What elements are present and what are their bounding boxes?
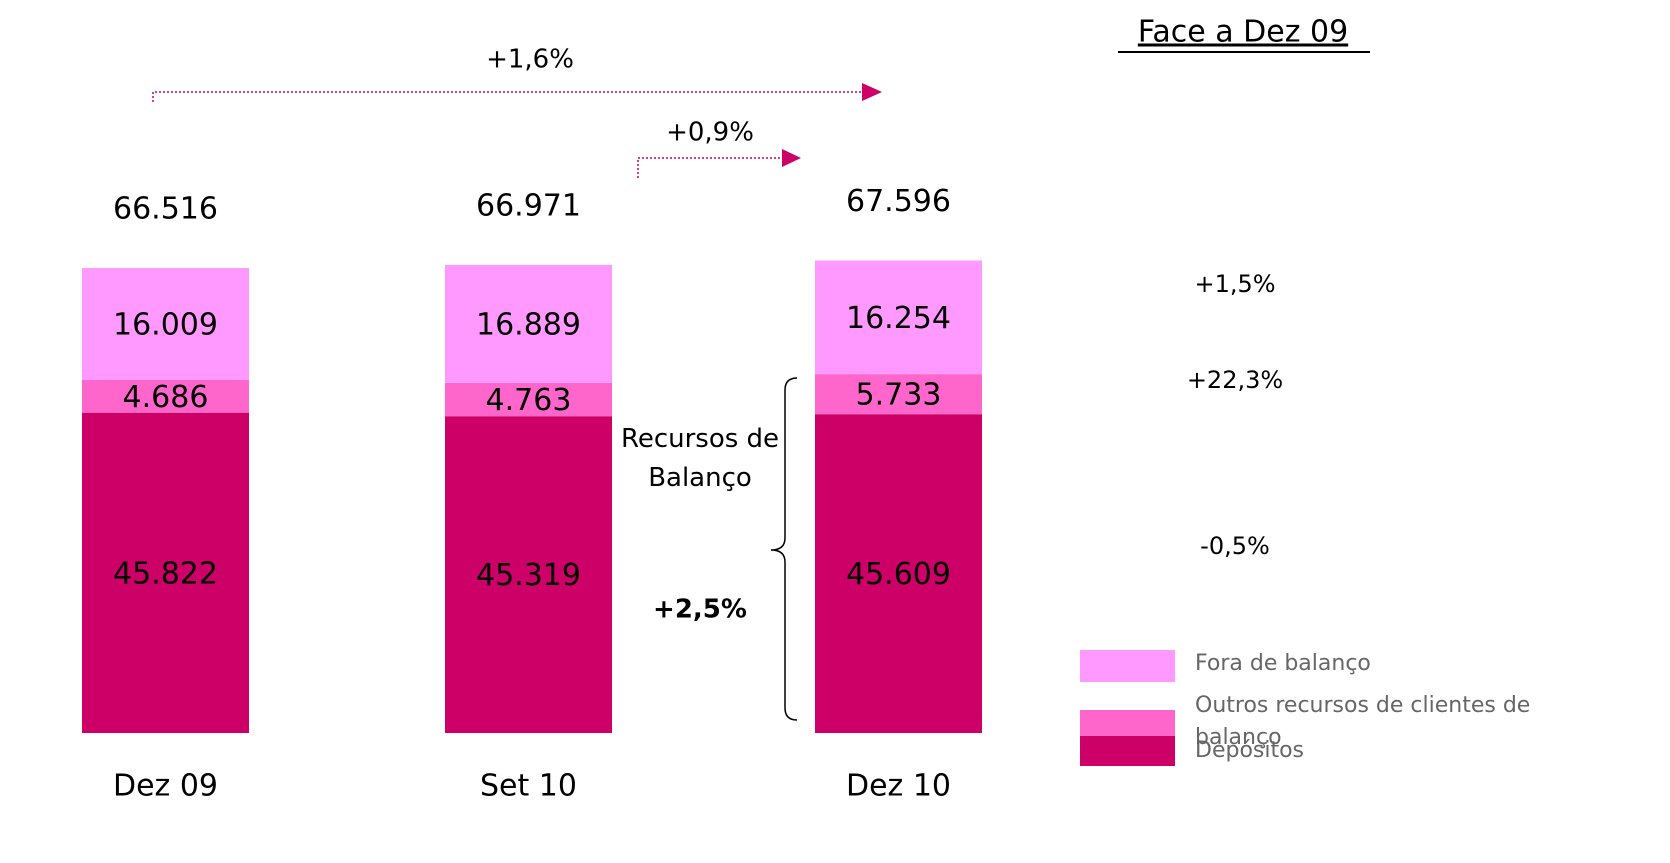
value-label: 16.889 [476,307,581,342]
value-label: 16.254 [846,301,951,336]
bar-segment [82,379,249,413]
value-label: 16.009 [113,307,218,342]
bar-segment [445,382,612,417]
bar-segment [815,374,982,415]
value-label: 45.609 [846,557,951,592]
arrow-head [862,83,882,101]
legend-label-box: Outros recursos de clientes de balanço [1195,693,1531,750]
arrow-head [782,149,801,167]
total-label: 67.596 [846,184,951,219]
brace-label-box: Recursos de Balanço [620,424,780,493]
legend-label-box: Depósitos [1195,738,1305,763]
bar-segment [445,416,612,733]
value-label: 45.822 [113,556,218,591]
bar-segment [82,412,249,733]
value-label: 4.686 [123,380,209,415]
bar-segment [82,268,249,380]
growth-label: +0,9% [666,118,754,148]
total-label: 66.516 [113,192,218,227]
value-label: 4.763 [486,383,572,418]
legend-label: Depósitos [1195,738,1305,763]
value-label: 45.319 [476,558,581,593]
growth-arrow [152,91,862,102]
legend-label: Fora de balanço [1195,651,1371,676]
bar-segment [815,260,982,375]
legend-swatch [1080,736,1175,766]
x-tick-label: Dez 10 [846,769,951,804]
change-label: +1,5% [1194,270,1275,298]
value-label: 5.733 [856,378,942,413]
brace-label: Recursos de Balanço [620,424,780,493]
x-tick-label: Set 10 [480,769,577,804]
change-label: +22,3% [1187,366,1283,394]
brace-value: +2,5% [653,595,747,625]
total-label: 66.971 [476,188,581,223]
chart-title: Face a Dez 09 [1138,15,1348,50]
change-label: -0,5% [1200,532,1270,560]
growth-label: +1,6% [486,45,574,75]
growth-arrow [637,157,782,178]
legend-label: Outros recursos de clientes de balanço [1195,693,1531,750]
legend-label-box: Fora de balanço [1195,651,1371,676]
legend-swatch [1080,650,1175,682]
brace [770,377,798,721]
bar-segment [445,264,612,383]
bar-segment [815,414,982,733]
x-tick-label: Dez 09 [113,769,218,804]
